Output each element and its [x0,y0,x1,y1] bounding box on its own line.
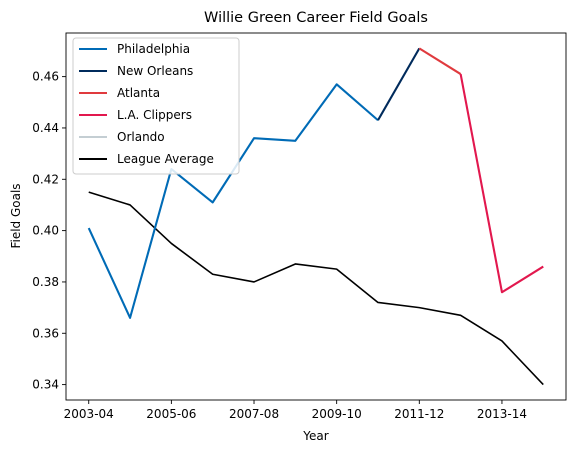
y-tick-label: 0.44 [32,121,59,135]
x-axis-label: Year [302,429,328,443]
y-tick-label: 0.40 [32,224,59,238]
y-tick-label: 0.38 [32,275,59,289]
legend-box [72,37,240,175]
x-tick-label: 2009-10 [312,407,362,421]
legend-label-new-orleans: New Orleans [117,64,193,78]
y-tick-label: 0.42 [32,172,59,186]
legend: Philadelphia New Orleans Atlanta L.A. Clipp… [72,37,240,175]
legend-label-league-average: League Average [117,152,214,166]
legend-label-l-a-clippers: L.A. Clippers [117,108,192,122]
series-line-league-average [88,191,544,386]
y-axis-label: Field Goals [9,183,23,248]
x-tick-label: 2003-04 [64,407,114,421]
series-line-l-a-clippers [459,73,544,294]
series-line-atlanta [418,47,462,75]
legend-label-atlanta: Atlanta [117,86,160,100]
y-tick-label: 0.34 [32,378,59,392]
legend-label-orlando: Orlando [117,130,165,144]
legend-label-philadelphia: Philadelphia [117,42,190,56]
plot-frame [65,32,567,401]
y-tick-label: 0.36 [32,326,59,340]
series-line-new-orleans [377,47,421,121]
x-tick-label: 2011-12 [394,407,444,421]
x-tick-label: 2007-08 [229,407,279,421]
x-tick-label: 2005-06 [146,407,196,421]
chart-title: Willie Green Career Field Goals [204,10,428,26]
x-tick-label: 2013-14 [477,407,527,421]
axes-layer: 0.34 0.36 0.38 0.40 0.42 0.44 0.46 2003-04 2005-… [32,70,527,421]
y-tick-label: 0.46 [32,70,59,84]
